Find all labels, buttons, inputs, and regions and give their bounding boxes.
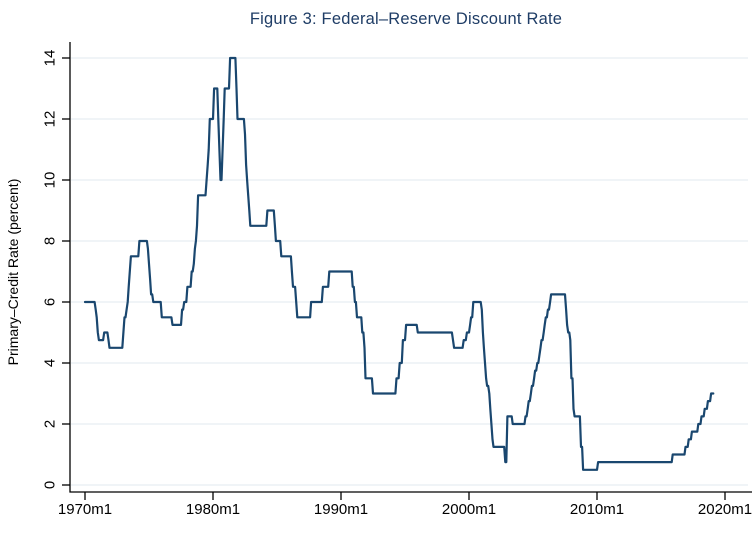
y-tick-label: 4 bbox=[41, 359, 58, 367]
discount-rate-line bbox=[83, 56, 715, 471]
y-tick-label: 12 bbox=[41, 111, 58, 128]
y-tick-label: 10 bbox=[41, 172, 58, 189]
chart-title: Figure 3: Federal–Reserve Discount Rate bbox=[249, 10, 563, 28]
axis-frame bbox=[69, 42, 752, 493]
x-tick-label: 1980m1 bbox=[186, 501, 240, 518]
x-tick-label: 2010m1 bbox=[570, 501, 624, 518]
y-tick-label: 2 bbox=[41, 420, 58, 428]
x-tick-label: 2020m1 bbox=[698, 501, 752, 518]
y-axis-title: Primary–Credit Rate (percent) bbox=[5, 178, 21, 366]
y-tick-label: 0 bbox=[41, 481, 58, 489]
x-tick-label: 1990m1 bbox=[314, 501, 368, 518]
y-tick-label: 8 bbox=[41, 237, 58, 245]
y-tick-label: 14 bbox=[41, 50, 58, 67]
x-tick-label: 1970m1 bbox=[58, 501, 112, 518]
x-tick-label: 2000m1 bbox=[442, 501, 496, 518]
y-tick-label: 6 bbox=[41, 298, 58, 306]
